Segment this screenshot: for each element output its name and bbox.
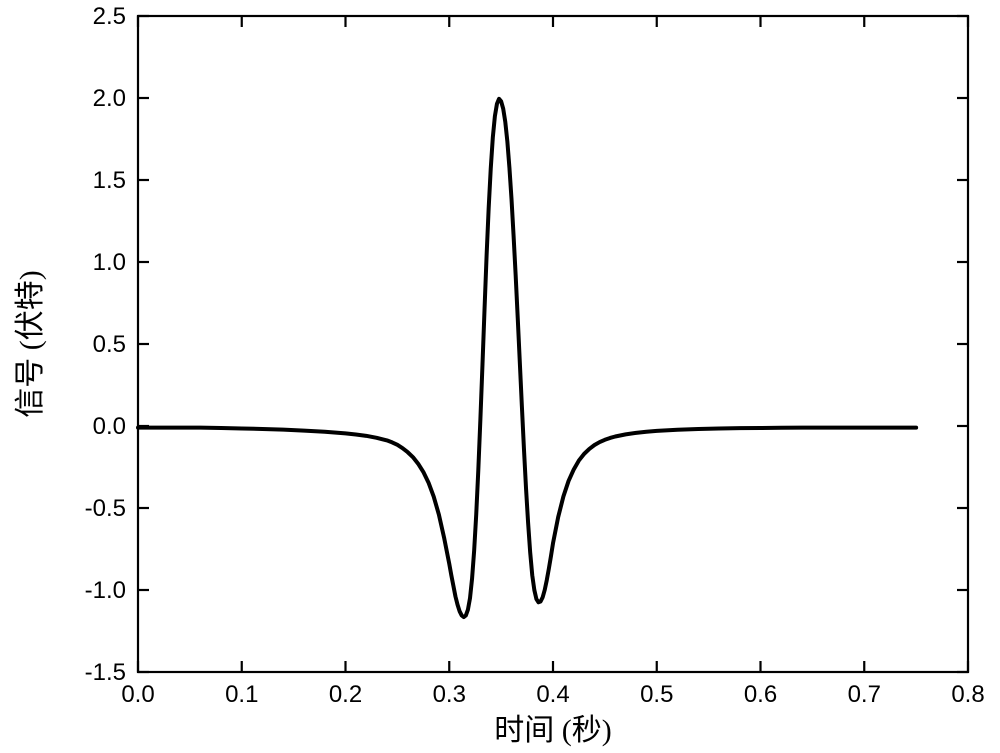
- y-tick-label: 0.0: [93, 413, 126, 440]
- x-tick-label: 0.0: [121, 681, 154, 708]
- y-tick-label: -1.0: [85, 577, 126, 604]
- x-tick-label: 0.6: [744, 681, 777, 708]
- signal-vs-time-chart: 0.0 0.1 0.2 0.3 0.4 0.5 0.6 0.7 0.8 -1.5 -1.0 -0.5 0…: [0, 0, 1000, 753]
- x-tick-label: 0.3: [433, 681, 466, 708]
- y-tick-label: 1.5: [93, 167, 126, 194]
- y-tick-label: 2.5: [93, 3, 126, 30]
- plot-frame: [138, 16, 968, 672]
- y-tick-label: -0.5: [85, 495, 126, 522]
- x-axis-label: 时间 (秒): [494, 714, 611, 747]
- signal-series: [138, 99, 916, 617]
- x-tick-label: 0.8: [951, 681, 984, 708]
- x-tick-label: 0.4: [536, 681, 569, 708]
- y-axis-label: 信号 (伏特): [14, 270, 47, 417]
- y-tick-label: 0.5: [93, 331, 126, 358]
- x-tick-label: 0.7: [848, 681, 881, 708]
- x-tick-label: 0.5: [640, 681, 673, 708]
- x-tick-label: 0.2: [329, 681, 362, 708]
- y-tick-label: -1.5: [85, 659, 126, 686]
- chart-svg: 0.0 0.1 0.2 0.3 0.4 0.5 0.6 0.7 0.8 -1.5 -1.0 -0.5 0…: [0, 0, 1000, 753]
- y-tick-label: 1.0: [93, 249, 126, 276]
- x-tick-label: 0.1: [225, 681, 258, 708]
- y-tick-label: 2.0: [93, 85, 126, 112]
